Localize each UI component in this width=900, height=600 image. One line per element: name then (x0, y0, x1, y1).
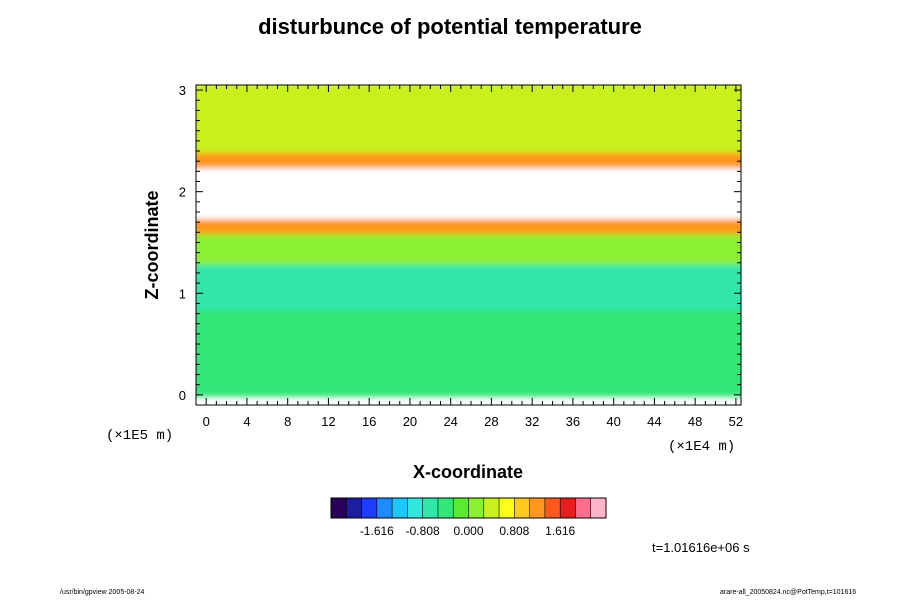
y-tick-label: 2 (179, 185, 186, 200)
colorbar-swatch (560, 498, 576, 518)
x-tick-label: 44 (647, 414, 661, 429)
x-tick-label: 36 (566, 414, 580, 429)
plot-border (195, 84, 742, 406)
colorbar-label: 1.616 (545, 524, 575, 538)
x-tick-label: 24 (443, 414, 457, 429)
colorbar-swatch (361, 498, 378, 518)
y-tick-label: 0 (179, 388, 186, 403)
colorbar: -1.616 -0.808 0.000 0.808 1.616 (330, 497, 607, 538)
footer-right: arare-all_20050824.nc@PotTemp,t=101616 (720, 589, 857, 596)
y-axis-label: Z-coordinate (142, 190, 162, 299)
y-unit-label: (×1E5 m) (106, 428, 173, 444)
x-tick-label: 16 (362, 414, 376, 429)
colorbar-swatch (575, 498, 592, 518)
x-tick-label: 28 (484, 414, 498, 429)
heatmap-band (196, 260, 741, 311)
x-tick-label: 8 (284, 414, 291, 429)
heatmap-band (196, 215, 741, 235)
x-tick-label: 48 (688, 414, 702, 429)
plot-frame (195, 84, 742, 406)
heatmap-band (196, 85, 741, 154)
heatmap-band (196, 164, 741, 220)
colorbar-swatch (514, 498, 531, 518)
x-tick-label: 32 (525, 414, 539, 429)
colorbar-swatch (529, 498, 546, 518)
y-tick-label: 1 (179, 286, 186, 301)
heatmap-field (196, 85, 741, 397)
x-axis-label: X-coordinate (413, 462, 523, 482)
x-tick-label: 0 (203, 414, 210, 429)
chart-title: disturbunce of potential temperature (258, 14, 642, 39)
colorbar-label: 0.000 (453, 524, 483, 538)
colorbar-label: -1.616 (360, 524, 394, 538)
heatmap-band (196, 230, 741, 265)
colorbar-swatch (499, 498, 515, 518)
x-tick-label: 40 (606, 414, 620, 429)
x-tick-label: 12 (321, 414, 335, 429)
colorbar-swatch (331, 498, 347, 518)
colorbar-swatch (346, 498, 363, 518)
colorbar-swatch (407, 498, 424, 518)
axis-ticks (196, 85, 741, 405)
x-unit-label: (×1E4 m) (668, 439, 735, 455)
colorbar-swatch (392, 498, 408, 518)
x-tick-label: 4 (243, 414, 250, 429)
colorbar-swatch (422, 498, 439, 518)
heatmap-band (196, 306, 741, 397)
colorbar-swatch (437, 498, 454, 518)
colorbar-swatch (483, 498, 500, 518)
footer-left: /usr/bin/gpview 2005-08-24 (60, 589, 145, 596)
colorbar-swatch (544, 498, 561, 518)
x-tick-label: 52 (729, 414, 743, 429)
y-tick-label: 3 (179, 83, 186, 98)
colorbar-label: 0.808 (499, 524, 529, 538)
colorbar-label: -0.808 (406, 524, 440, 538)
time-label: t=1.01616e+06 s (652, 540, 750, 555)
colorbar-swatch (468, 498, 485, 518)
colorbar-swatch (453, 498, 469, 518)
colorbar-swatch (590, 498, 607, 518)
x-tick-label: 20 (403, 414, 417, 429)
colorbar-swatch (376, 498, 393, 518)
heatmap-band (196, 149, 741, 169)
